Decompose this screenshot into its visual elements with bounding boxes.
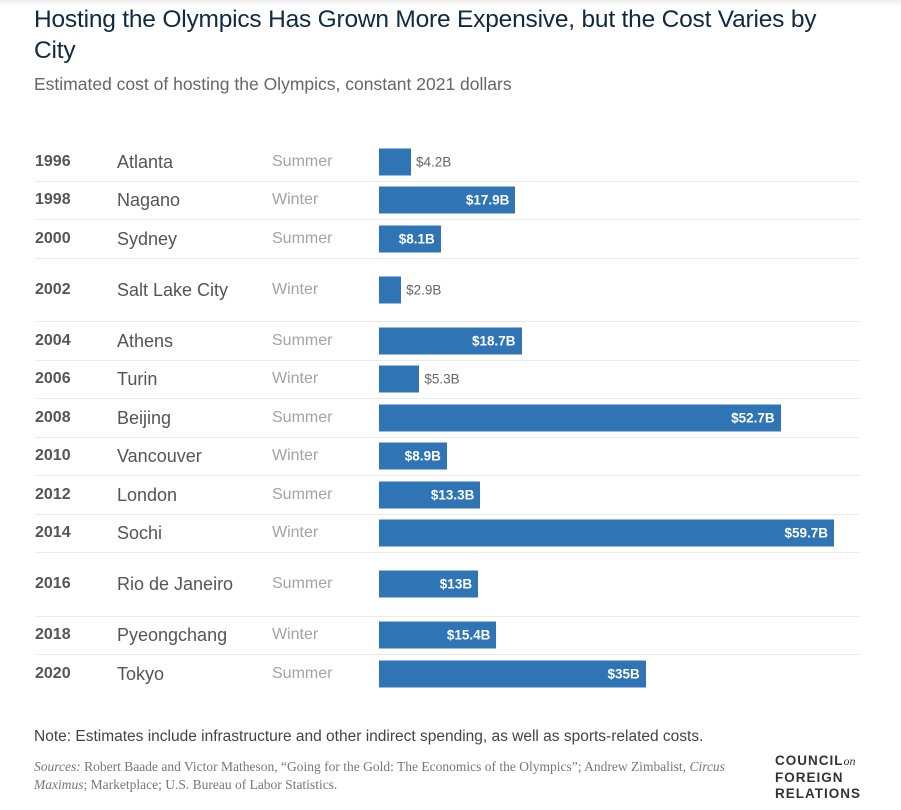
- chart-title: Hosting the Olympics Has Grown More Expe…: [34, 6, 817, 64]
- bar-2016: [379, 570, 479, 598]
- row-year: 2012: [35, 485, 71, 503]
- row-year: 1998: [35, 191, 71, 209]
- row-year: 2004: [35, 331, 71, 349]
- table-row: 2000 Sydney Summer $8.1B: [35, 220, 860, 259]
- row-year: 2020: [35, 664, 71, 682]
- row-season: Summer: [272, 408, 333, 426]
- row-city: Turin: [117, 369, 158, 390]
- sources-text-2: ; Marketplace; U.S. Bureau of Labor Stat…: [83, 777, 338, 792]
- row-year: 2016: [35, 575, 71, 593]
- row-season: Winter: [272, 447, 319, 465]
- bar-2008: [379, 404, 781, 432]
- table-row: 2012 London Summer $13.3B: [35, 476, 860, 515]
- sources-italic-title: Circus Maximus: [34, 759, 725, 792]
- row-season: Winter: [272, 191, 319, 209]
- chart-note: Note: Estimates include infrastructure a…: [34, 728, 704, 745]
- row-city: Vancouver: [117, 446, 202, 467]
- sources-text-1: Robert Baade and Victor Matheson, “Going…: [80, 759, 690, 774]
- row-year: 2000: [35, 229, 71, 247]
- row-season: Summer: [272, 331, 333, 349]
- bar-value-label: $17.9B: [465, 192, 510, 208]
- bar-2010: [379, 442, 447, 470]
- table-row: 2008 Beijing Summer $52.7B: [35, 399, 860, 438]
- bar-2020: [379, 660, 646, 688]
- bar-value-label: $13B: [439, 576, 473, 592]
- bar-value-label: $5.3B: [424, 371, 460, 387]
- bar-2018: [379, 621, 497, 649]
- bar-value-label: $15.4B: [446, 627, 491, 643]
- cfr-logo: COUNCILon FOREIGN RELATIONS: [775, 753, 861, 803]
- row-year: 2006: [35, 370, 71, 388]
- bar-chart-table: 1996 Atlanta Summer $4.2B 1998 Nagano Winter $1…: [35, 143, 860, 693]
- row-season: Winter: [272, 626, 319, 644]
- bar-1998: [379, 186, 516, 214]
- table-row: 1996 Atlanta Summer $4.2B: [35, 143, 860, 182]
- row-year: 2008: [35, 408, 71, 426]
- row-city: Sochi: [117, 523, 163, 544]
- bar-value-label: $4.2B: [416, 154, 452, 170]
- row-city: Tokyo: [117, 663, 165, 684]
- row-city: Pyeongchang: [117, 625, 228, 646]
- bar-value-label: $8.1B: [398, 231, 435, 247]
- bar-value-label: $2.9B: [406, 282, 442, 298]
- bar-value-label: $35B: [607, 666, 640, 682]
- row-season: Summer: [272, 152, 333, 170]
- row-city: Salt Lake City: [117, 279, 229, 300]
- bar-value-label: $13.3B: [430, 487, 475, 503]
- row-city: Athens: [117, 330, 174, 351]
- bar-2012: [379, 481, 481, 509]
- row-season: Winter: [272, 280, 319, 298]
- table-row: 2002 Salt Lake City Winter $2.9B: [35, 259, 860, 322]
- table-row: 2018 Pyeongchang Winter $15.4B: [35, 617, 860, 655]
- bar-2002: [379, 276, 402, 304]
- row-city: Sydney: [117, 228, 178, 249]
- row-year: 2002: [35, 280, 71, 298]
- table-row: 2004 Athens Summer $18.7B: [35, 322, 860, 361]
- bar-1996: [379, 148, 411, 176]
- table-row: 2014 Sochi Winter $59.7B: [35, 515, 860, 553]
- table-row: 2016 Rio de Janeiro Summer $13B: [35, 553, 860, 617]
- logo-on: on: [843, 754, 856, 768]
- table-row: 2010 Vancouver Winter $8.9B: [35, 438, 860, 476]
- row-city: London: [117, 484, 178, 505]
- row-season: Summer: [272, 485, 333, 503]
- row-season: Summer: [272, 575, 333, 593]
- table-row: 2020 Tokyo Summer $35B: [35, 655, 860, 693]
- top-shadow: [0, 0, 901, 6]
- bar-2000: [379, 225, 441, 253]
- logo-line-3: RELATIONS: [775, 786, 861, 801]
- sources-label: Sources:: [34, 759, 81, 774]
- row-season: Summer: [272, 664, 333, 682]
- row-city: Rio de Janeiro: [117, 574, 234, 595]
- row-season: Summer: [272, 229, 333, 247]
- row-year: 2018: [35, 626, 71, 644]
- chart-sources: Sources: Robert Baade and Victor Matheso…: [34, 758, 754, 794]
- row-city: Atlanta: [117, 151, 174, 172]
- row-season: Winter: [272, 524, 319, 542]
- logo-line-1: COUNCIL: [775, 753, 844, 768]
- table-row: 1998 Nagano Winter $17.9B: [35, 182, 860, 220]
- bar-2004: [379, 327, 522, 355]
- table-row: 2006 Turin Winter $5.3B: [35, 361, 860, 399]
- row-city: Nagano: [117, 190, 181, 211]
- row-season: Winter: [272, 370, 319, 388]
- row-year: 1996: [35, 152, 71, 170]
- logo-line-2: FOREIGN: [775, 769, 844, 785]
- row-year: 2010: [35, 447, 71, 465]
- bar-value-label: $18.7B: [471, 333, 516, 349]
- row-year: 2014: [35, 524, 71, 542]
- row-city: Beijing: [117, 407, 172, 428]
- bar-value-label: $59.7B: [784, 525, 828, 541]
- bar-value-label: $8.9B: [404, 448, 441, 464]
- bar-2006: [379, 365, 420, 393]
- bar-2014: [379, 519, 834, 547]
- chart-subtitle: Estimated cost of hosting the Olympics, …: [34, 74, 512, 94]
- bar-value-label: $52.7B: [731, 410, 775, 426]
